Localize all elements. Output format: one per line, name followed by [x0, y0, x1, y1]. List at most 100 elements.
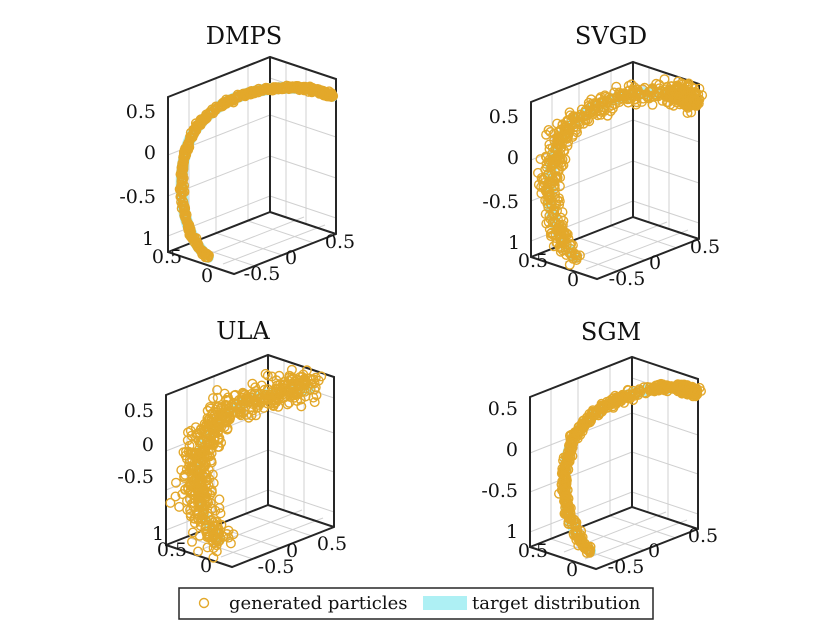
particle-point	[604, 101, 615, 112]
particle-point	[195, 516, 206, 527]
particle-point	[213, 434, 224, 445]
particle-point	[179, 150, 190, 161]
particle-point	[557, 207, 568, 218]
particle-point	[165, 497, 176, 508]
particle-point	[564, 107, 575, 118]
z-tick: -0.5	[117, 466, 154, 488]
particle-point	[212, 385, 223, 396]
particle-point	[676, 78, 687, 89]
particle-point	[562, 140, 573, 151]
z-tick: 0.5	[488, 398, 518, 420]
particle-point	[565, 240, 576, 251]
particle-point	[243, 412, 254, 423]
particles	[533, 74, 708, 270]
legend-target-patch	[423, 596, 467, 610]
particle-point	[206, 107, 217, 118]
particle-point	[588, 406, 599, 417]
particle-point	[617, 390, 628, 401]
particle-point	[196, 513, 207, 524]
panel-title: SVGD	[575, 22, 647, 50]
y-tick: 0.5	[152, 246, 182, 268]
particle-point	[589, 100, 600, 111]
particle-point	[244, 86, 255, 97]
legend-particle-marker	[198, 597, 210, 609]
particle-point	[560, 491, 571, 502]
z-tick: -0.5	[481, 480, 518, 502]
particle-point	[282, 399, 293, 410]
particle-point	[541, 183, 552, 194]
z-tick: 0	[142, 434, 154, 456]
particle-point	[272, 380, 283, 391]
particles	[165, 364, 327, 563]
z-tick: 0.5	[489, 106, 519, 128]
particle-point	[668, 381, 679, 392]
particle-point	[195, 497, 206, 508]
particle-point	[560, 154, 571, 165]
particle-point	[195, 116, 206, 127]
particle-point	[310, 372, 321, 383]
particle-point	[550, 173, 561, 184]
y-ticks: 1 0.5 0	[142, 228, 213, 287]
particle-point	[182, 504, 193, 515]
z-tick: 0	[507, 147, 519, 169]
particle-point	[644, 93, 655, 104]
particle-point	[564, 259, 575, 270]
particle-point	[599, 95, 610, 106]
particle-point	[645, 384, 656, 395]
particle-point	[176, 174, 187, 185]
particle-point	[300, 380, 311, 391]
particle-point	[309, 397, 320, 408]
particle-point	[191, 237, 202, 248]
particle-point	[552, 118, 563, 129]
particle-point	[574, 536, 585, 547]
axes-box	[529, 355, 699, 571]
particle-point	[574, 119, 585, 130]
z-tick: -0.5	[119, 186, 156, 208]
particle-point	[547, 142, 558, 153]
z-ticks: 0.5 0 -0.5	[481, 398, 518, 502]
particle-point	[549, 180, 560, 191]
particle-point	[267, 385, 278, 396]
particle-point	[560, 507, 571, 518]
particle-point	[611, 81, 622, 92]
particle-point	[268, 82, 279, 93]
particle-point	[653, 91, 664, 102]
particle-point	[565, 451, 576, 462]
x-tick: -0.5	[609, 268, 646, 290]
particle-point	[311, 390, 322, 401]
particle-point	[552, 237, 563, 248]
particle-point	[667, 86, 678, 97]
particle-point	[679, 99, 690, 110]
particle-point	[543, 124, 554, 135]
particle-point	[672, 88, 683, 99]
particles	[174, 80, 339, 263]
particle-point	[202, 413, 213, 424]
particle-point	[184, 221, 195, 232]
particle-point	[242, 391, 253, 402]
x-tick: 0.5	[325, 231, 355, 253]
particle-point	[560, 472, 571, 483]
particle-point	[227, 403, 238, 414]
particle-point	[202, 532, 213, 543]
particle-point	[178, 155, 189, 166]
panel-sgm: SGM 0.5	[481, 318, 718, 581]
particle-point	[541, 187, 552, 198]
y-tick: 1	[506, 521, 518, 543]
particle-point	[283, 83, 294, 94]
particle-point	[204, 428, 215, 439]
particle-point	[288, 386, 299, 397]
particle-point	[186, 461, 197, 472]
particle-point	[174, 501, 185, 512]
particle-point	[232, 89, 243, 100]
particle-point	[552, 144, 563, 155]
particle-point	[262, 384, 273, 395]
x-tick: 0	[649, 252, 661, 274]
particle-point	[199, 247, 210, 258]
legend: generated particles target distribution	[178, 587, 654, 620]
particle-point	[586, 413, 597, 424]
particle-point	[299, 386, 310, 397]
particle-point	[214, 494, 225, 505]
particle-point	[557, 219, 568, 230]
particle-point	[180, 450, 191, 461]
particle-point	[260, 82, 271, 93]
